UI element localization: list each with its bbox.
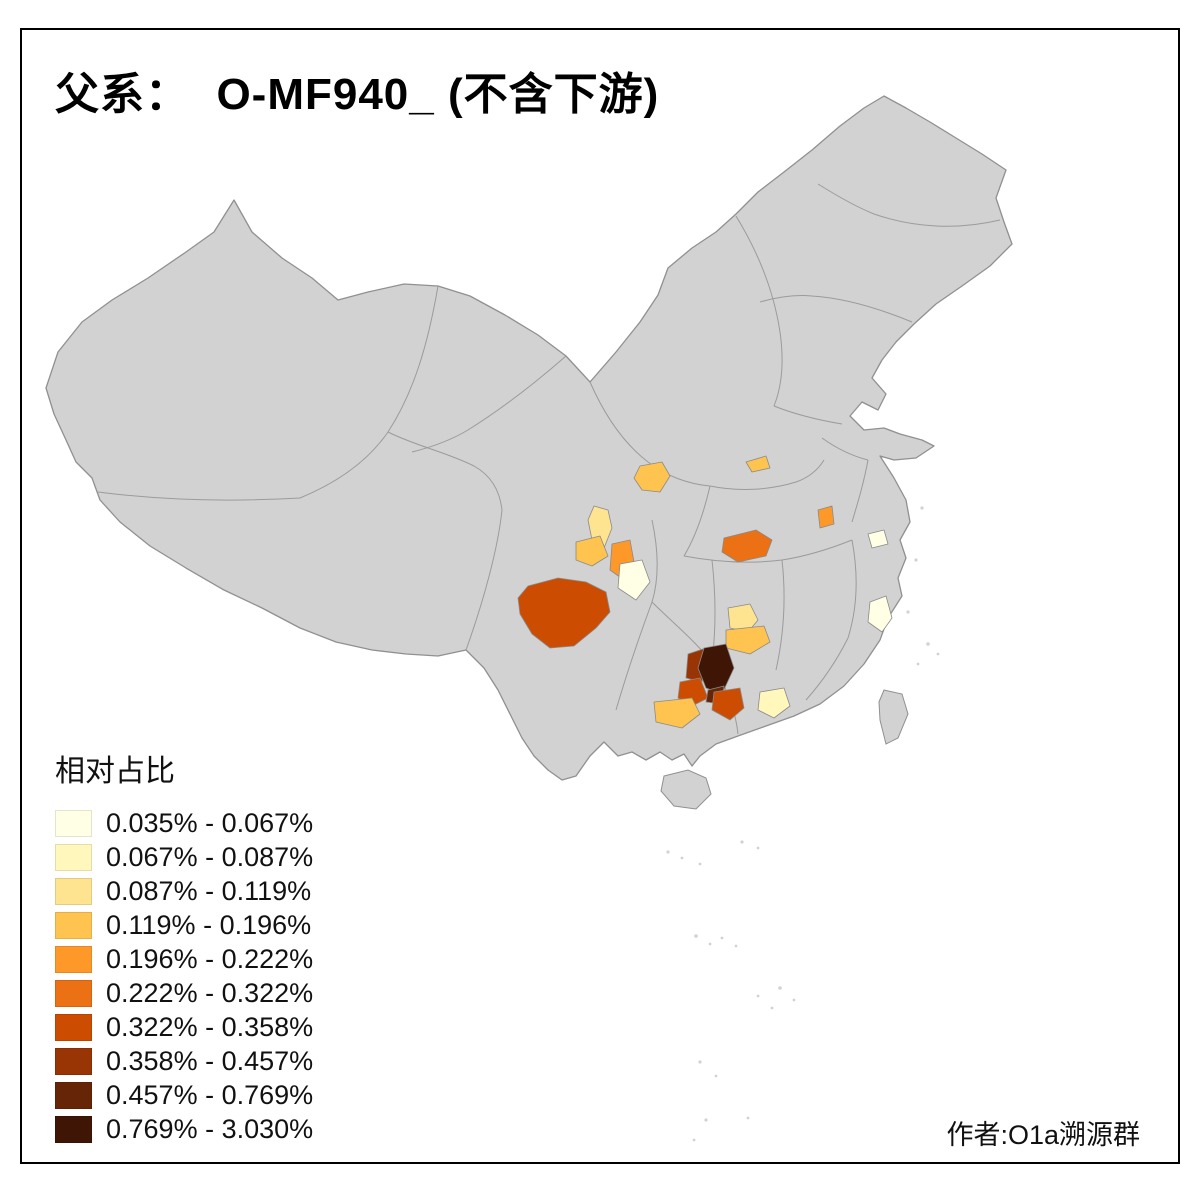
legend-label: 0.457% - 0.769% <box>106 1079 314 1110</box>
map-title: 父系： O-MF940_ (不含下游) <box>55 70 660 119</box>
legend-item: 0.035% - 0.067% <box>55 806 313 840</box>
legend-item: 0.067% - 0.087% <box>55 840 313 874</box>
legend-item: 0.358% - 0.457% <box>55 1044 313 1078</box>
legend-label: 0.035% - 0.067% <box>106 807 314 838</box>
islands <box>660 689 909 810</box>
legend-swatch <box>55 979 92 1007</box>
map-region <box>633 461 671 493</box>
legend-swatch <box>55 1013 92 1041</box>
legend-swatch <box>55 877 92 905</box>
legend-swatch <box>55 945 92 973</box>
legend-label: 0.119% - 0.196% <box>106 909 312 940</box>
legend-label: 0.067% - 0.087% <box>106 841 314 872</box>
legend-item: 0.196% - 0.222% <box>55 942 313 976</box>
map-region <box>745 455 771 473</box>
legend-label: 0.196% - 0.222% <box>106 943 314 974</box>
legend-item: 0.222% - 0.322% <box>55 976 313 1010</box>
legend-item: 0.119% - 0.196% <box>55 908 313 942</box>
legend-label: 0.769% - 3.030% <box>106 1113 314 1144</box>
mainland <box>45 95 1013 781</box>
map-region <box>617 559 651 601</box>
legend-items: 0.035% - 0.067% 0.067% - 0.087% 0.087% - 0… <box>55 806 313 1146</box>
legend-item: 0.457% - 0.769% <box>55 1078 313 1112</box>
map-region <box>757 687 791 719</box>
map-region <box>817 505 835 529</box>
legend: 相对占比 0.035% - 0.067% 0.067% - 0.087% 0.087… <box>55 746 313 1146</box>
legend-item: 0.087% - 0.119% <box>55 874 313 908</box>
legend-label: 0.322% - 0.358% <box>106 1011 314 1042</box>
legend-item: 0.769% - 3.030% <box>55 1112 313 1146</box>
map-region <box>867 529 889 549</box>
hainan-island <box>660 769 712 810</box>
map-region <box>727 603 759 633</box>
map-region <box>867 595 893 633</box>
legend-swatch <box>55 843 92 871</box>
province-borders <box>97 183 1001 735</box>
legend-label: 0.358% - 0.457% <box>106 1045 314 1076</box>
mainland-shape <box>45 95 1013 781</box>
legend-swatch <box>55 809 92 837</box>
legend-title: 相对占比 <box>55 755 175 788</box>
legend-item: 0.322% - 0.358% <box>55 1010 313 1044</box>
legend-swatch <box>55 1081 92 1109</box>
map-region <box>575 535 609 567</box>
map-region <box>653 697 701 729</box>
attribution: 作者:O1a溯源群 <box>946 1120 1140 1150</box>
legend-label: 0.087% - 0.119% <box>106 875 312 906</box>
colored-regions <box>517 455 893 729</box>
legend-label: 0.222% - 0.322% <box>106 977 314 1008</box>
legend-swatch <box>55 1047 92 1075</box>
taiwan-island <box>878 689 909 745</box>
legend-swatch <box>55 911 92 939</box>
map-region <box>711 687 745 721</box>
map-region <box>517 577 611 649</box>
legend-swatch <box>55 1115 92 1143</box>
map-region <box>721 529 773 563</box>
south-china-sea-islets <box>666 506 940 1142</box>
